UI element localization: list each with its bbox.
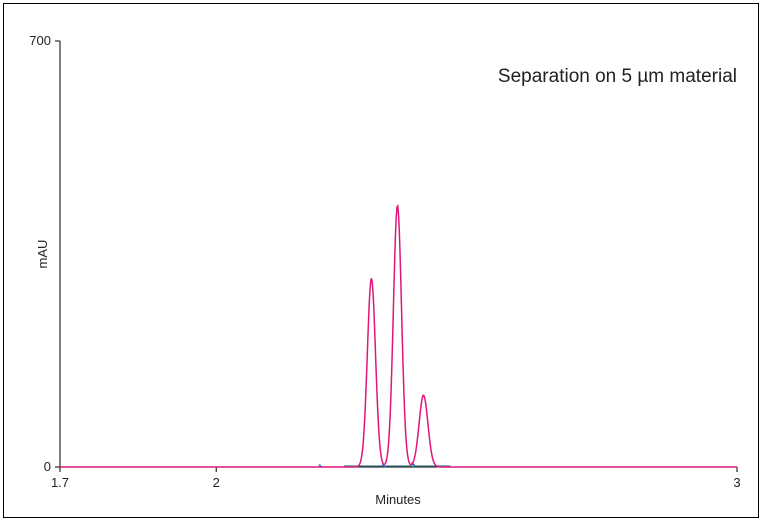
y-axis-label: mAU <box>35 240 50 269</box>
x-tick-label: 3 <box>733 475 740 490</box>
drop-line-tick <box>381 463 386 468</box>
y-tick-label: 0 <box>44 459 51 474</box>
chromatogram-trace <box>60 203 737 468</box>
x-axis-label: Minutes <box>375 492 421 507</box>
x-tick-label: 1.7 <box>51 475 69 490</box>
chart-annotation: Separation on 5 µm material <box>498 66 737 87</box>
chart-frame <box>3 3 759 518</box>
chart-series <box>60 203 737 468</box>
chart-axes: 1.7 2 3 0 700 <box>29 33 740 490</box>
x-tick-label: 2 <box>213 475 220 490</box>
y-tick-label: 700 <box>29 33 51 48</box>
